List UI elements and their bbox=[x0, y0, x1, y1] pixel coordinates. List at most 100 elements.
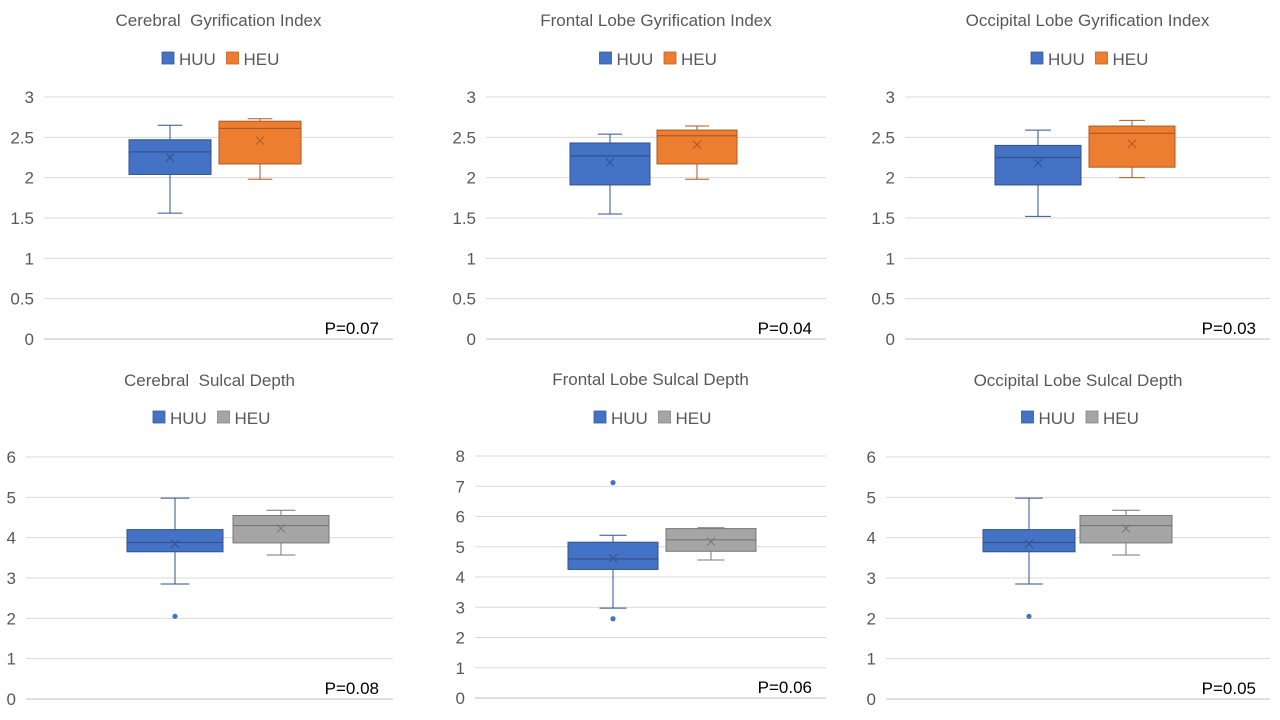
chart-panel-2: Frontal Lobe Gyrification Index HUU HEU 0 0.… bbox=[452, 11, 826, 349]
legend-swatch-huu bbox=[161, 51, 175, 65]
legend-swatch-huu bbox=[593, 410, 607, 424]
mean-marker bbox=[1033, 158, 1043, 168]
outlier-point bbox=[610, 480, 616, 486]
y-tick-label: 5 bbox=[456, 538, 465, 557]
y-tick-label: 1 bbox=[456, 659, 465, 678]
legend-label-huu: HUU bbox=[1048, 50, 1085, 69]
legend: HUU HEU bbox=[1030, 50, 1149, 69]
box-huu bbox=[128, 124, 212, 214]
y-tick-label: 1.5 bbox=[452, 209, 476, 228]
y-tick-label: 1.5 bbox=[871, 209, 895, 228]
y-tick-label: 2 bbox=[25, 169, 34, 188]
y-tick-label: 2 bbox=[456, 629, 465, 648]
box-huu bbox=[567, 480, 659, 622]
legend-swatch-heu bbox=[658, 410, 671, 424]
y-tick-label: 4 bbox=[456, 568, 465, 587]
y-tick-label: 0 bbox=[886, 330, 895, 349]
legend-swatch-heu bbox=[226, 51, 239, 65]
outlier-point bbox=[1026, 613, 1032, 619]
y-tick-label: 1 bbox=[886, 249, 895, 268]
box-body bbox=[567, 541, 659, 570]
legend-swatch-huu bbox=[1021, 410, 1034, 424]
y-tick-label: 6 bbox=[456, 508, 465, 527]
box-body bbox=[232, 514, 330, 544]
box-body bbox=[994, 144, 1082, 186]
p-value-annotation: P=0.05 bbox=[1202, 679, 1256, 698]
box-heu bbox=[665, 527, 757, 561]
outlier-point bbox=[610, 616, 616, 622]
mean-marker bbox=[608, 553, 618, 563]
y-tick-label: 0.5 bbox=[871, 290, 895, 309]
chart-panel-5: Frontal Lobe Sulcal Depth HUU HEU 0 1 2 3 4 5 6 7 8… bbox=[456, 370, 826, 708]
p-value-annotation: P=0.07 bbox=[325, 319, 379, 338]
chart-title: Frontal Lobe Gyrification Index bbox=[540, 11, 772, 30]
box-huu bbox=[982, 497, 1076, 619]
box-huu bbox=[994, 129, 1082, 217]
chart-panel-1: Cerebral Gyrification Index HUU HEU 0 0.5 1 1.… bbox=[10, 11, 393, 349]
y-tick-label: 7 bbox=[456, 477, 465, 496]
legend: HUU HEU bbox=[593, 409, 712, 428]
y-tick-label: 2.5 bbox=[452, 128, 476, 147]
y-tick-label: 1.5 bbox=[10, 209, 34, 228]
legend: HUU HEU bbox=[599, 50, 717, 69]
chart-title: Cerebral Sulcal Depth bbox=[124, 371, 295, 390]
legend-label-heu: HEU bbox=[681, 50, 717, 69]
box-huu bbox=[126, 497, 224, 619]
legend-label-heu: HEU bbox=[1103, 409, 1139, 428]
y-tick-label: 0 bbox=[456, 689, 465, 708]
chart-panel-3: Occipital Lobe Gyrification Index HUU HEU 0… bbox=[871, 11, 1270, 349]
legend-swatch-heu bbox=[1095, 51, 1108, 65]
chart-panel-4: Cerebral Sulcal Depth HUU HEU 0 1 2 3 4 5 6 P=0.08 bbox=[7, 371, 393, 709]
y-tick-label: 6 bbox=[867, 448, 876, 467]
box-body bbox=[218, 120, 302, 165]
y-tick-label: 2.5 bbox=[10, 128, 34, 147]
mean-marker bbox=[605, 157, 615, 167]
y-tick-label: 2 bbox=[886, 169, 895, 188]
box-heu bbox=[1088, 119, 1176, 179]
legend-swatch-heu bbox=[217, 410, 230, 424]
y-tick-label: 4 bbox=[7, 529, 16, 548]
legend-swatch-huu bbox=[599, 51, 612, 65]
y-tick-label: 0.5 bbox=[452, 290, 476, 309]
y-tick-label: 3 bbox=[7, 569, 16, 588]
legend-label-heu: HEU bbox=[676, 409, 712, 428]
p-value-annotation: P=0.04 bbox=[758, 319, 812, 338]
legend-swatch-huu bbox=[152, 410, 166, 424]
mean-marker bbox=[1127, 139, 1137, 149]
y-tick-label: 0.5 bbox=[10, 290, 34, 309]
y-tick-label: 2 bbox=[867, 609, 876, 628]
y-tick-label: 0 bbox=[867, 690, 876, 709]
y-tick-label: 0 bbox=[7, 690, 16, 709]
chart-title: Cerebral Gyrification Index bbox=[116, 11, 322, 30]
box-body bbox=[982, 529, 1076, 553]
y-tick-label: 6 bbox=[7, 448, 16, 467]
y-tick-label: 8 bbox=[456, 447, 465, 466]
y-tick-label: 3 bbox=[886, 88, 895, 107]
legend-label-huu: HUU bbox=[170, 409, 207, 428]
legend: HUU HEU bbox=[1021, 409, 1139, 428]
y-tick-label: 3 bbox=[456, 598, 465, 617]
mean-marker bbox=[1121, 524, 1131, 533]
box-body bbox=[126, 529, 224, 553]
legend-label-heu: HEU bbox=[1113, 50, 1149, 69]
legend-label-heu: HEU bbox=[235, 409, 271, 428]
box-body bbox=[569, 142, 651, 186]
y-tick-label: 4 bbox=[867, 529, 876, 548]
p-value-annotation: P=0.03 bbox=[1202, 319, 1256, 338]
mean-marker bbox=[1024, 539, 1034, 549]
box-body bbox=[1088, 125, 1176, 168]
legend: HUU HEU bbox=[152, 409, 271, 428]
y-tick-label: 0 bbox=[467, 330, 476, 349]
box-heu bbox=[218, 118, 302, 180]
legend-label-huu: HUU bbox=[1039, 409, 1076, 428]
chart-title: Occipital Lobe Sulcal Depth bbox=[974, 371, 1183, 390]
legend-swatch-heu bbox=[1085, 410, 1099, 424]
mean-marker bbox=[692, 140, 702, 149]
y-tick-label: 3 bbox=[867, 569, 876, 588]
y-tick-label: 3 bbox=[467, 88, 476, 107]
chart-title: Occipital Lobe Gyrification Index bbox=[966, 11, 1210, 30]
box-heu bbox=[232, 509, 330, 556]
legend-swatch-heu bbox=[663, 51, 677, 65]
legend-label-huu: HUU bbox=[179, 50, 216, 69]
